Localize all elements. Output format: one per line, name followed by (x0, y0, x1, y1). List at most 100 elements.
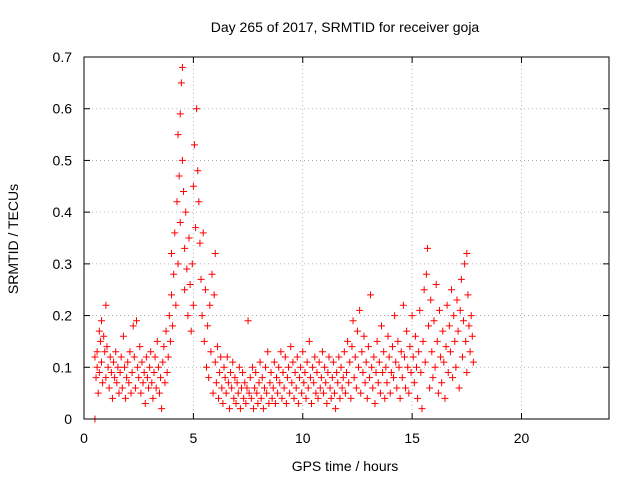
data-point (231, 374, 239, 382)
tick-labels: 0 0.1 0.2 0.3 0.4 0.5 0.6 0.7 0 5 10 15 20 (53, 49, 530, 446)
data-point (251, 384, 259, 392)
data-point (467, 312, 475, 320)
data-point (148, 379, 156, 387)
data-point (245, 389, 253, 397)
data-point (186, 281, 194, 289)
data-point (123, 374, 131, 382)
data-point (135, 374, 143, 382)
y-tick-label: 0 (64, 411, 72, 427)
data-point (457, 275, 465, 283)
data-point (150, 368, 158, 376)
data-point (139, 379, 147, 387)
data-point (279, 368, 287, 376)
data-point (220, 363, 228, 371)
data-point (221, 374, 229, 382)
data-point (403, 327, 411, 335)
data-point (446, 348, 454, 356)
data-point (458, 353, 466, 361)
data-point (413, 363, 420, 371)
data-point (295, 374, 303, 382)
data-point (450, 312, 458, 320)
data-point (142, 353, 150, 361)
data-point (351, 353, 359, 361)
data-point (174, 131, 182, 139)
y-axis-label: SRMTID / TECUs (5, 184, 21, 294)
data-point (174, 260, 182, 268)
data-point (157, 374, 165, 382)
x-axis-label: GPS time / hours (292, 458, 399, 474)
data-point (315, 358, 323, 366)
data-point (283, 374, 291, 382)
x-tick-label: 15 (404, 430, 420, 446)
data-point (145, 384, 153, 392)
data-point (406, 343, 414, 351)
data-point (417, 368, 425, 376)
y-tick-label: 0.5 (53, 152, 73, 168)
data-point (298, 389, 306, 397)
data-point (100, 332, 108, 340)
data-point (349, 317, 357, 325)
y-tick-label: 0.2 (53, 308, 73, 324)
data-point (170, 270, 178, 278)
data-point (363, 394, 371, 402)
data-point (211, 250, 219, 258)
data-point (422, 270, 430, 278)
data-point (285, 363, 293, 371)
data-point (355, 363, 363, 371)
data-point (451, 337, 459, 345)
data-point (95, 368, 103, 376)
data-point (113, 379, 121, 387)
data-point (190, 141, 198, 149)
data-point (125, 379, 133, 387)
data-point (463, 368, 471, 376)
data-point (196, 239, 204, 247)
data-point (311, 353, 319, 361)
data-point (155, 389, 163, 397)
data-point (263, 389, 271, 397)
data-point (250, 405, 258, 413)
data-point (264, 348, 272, 356)
data-point (320, 389, 328, 397)
data-point (94, 389, 102, 397)
data-point (199, 229, 207, 237)
data-point (292, 384, 300, 392)
data-point (267, 368, 275, 376)
data-point (176, 218, 184, 226)
data-point (216, 368, 224, 376)
data-point (159, 358, 167, 366)
data-point (442, 343, 450, 351)
data-point (242, 399, 250, 407)
data-point (173, 198, 181, 206)
data-point (287, 343, 295, 351)
data-point (243, 384, 251, 392)
data-point (103, 343, 111, 351)
data-point (294, 399, 302, 407)
data-point (308, 399, 315, 407)
data-point (96, 337, 104, 345)
data-point (233, 379, 241, 387)
data-point (178, 63, 186, 71)
data-point (276, 379, 284, 387)
data-point (137, 389, 145, 397)
data-point (256, 358, 264, 366)
data-point (369, 384, 377, 392)
data-point (116, 368, 124, 376)
data-point (427, 296, 435, 304)
data-point (201, 286, 209, 294)
data-point (232, 399, 240, 407)
data-point (420, 286, 428, 294)
data-point (181, 286, 189, 294)
data-point (282, 399, 290, 407)
data-point (102, 301, 110, 309)
data-point (445, 322, 453, 330)
data-point (429, 374, 437, 382)
y-tick-label: 0.3 (53, 256, 73, 272)
data-point (151, 353, 159, 361)
data-point (362, 358, 370, 366)
data-point (275, 363, 283, 371)
data-point (399, 301, 407, 309)
data-point (374, 379, 382, 387)
data-point (324, 368, 332, 376)
data-point (235, 363, 243, 371)
data-point (396, 394, 404, 402)
